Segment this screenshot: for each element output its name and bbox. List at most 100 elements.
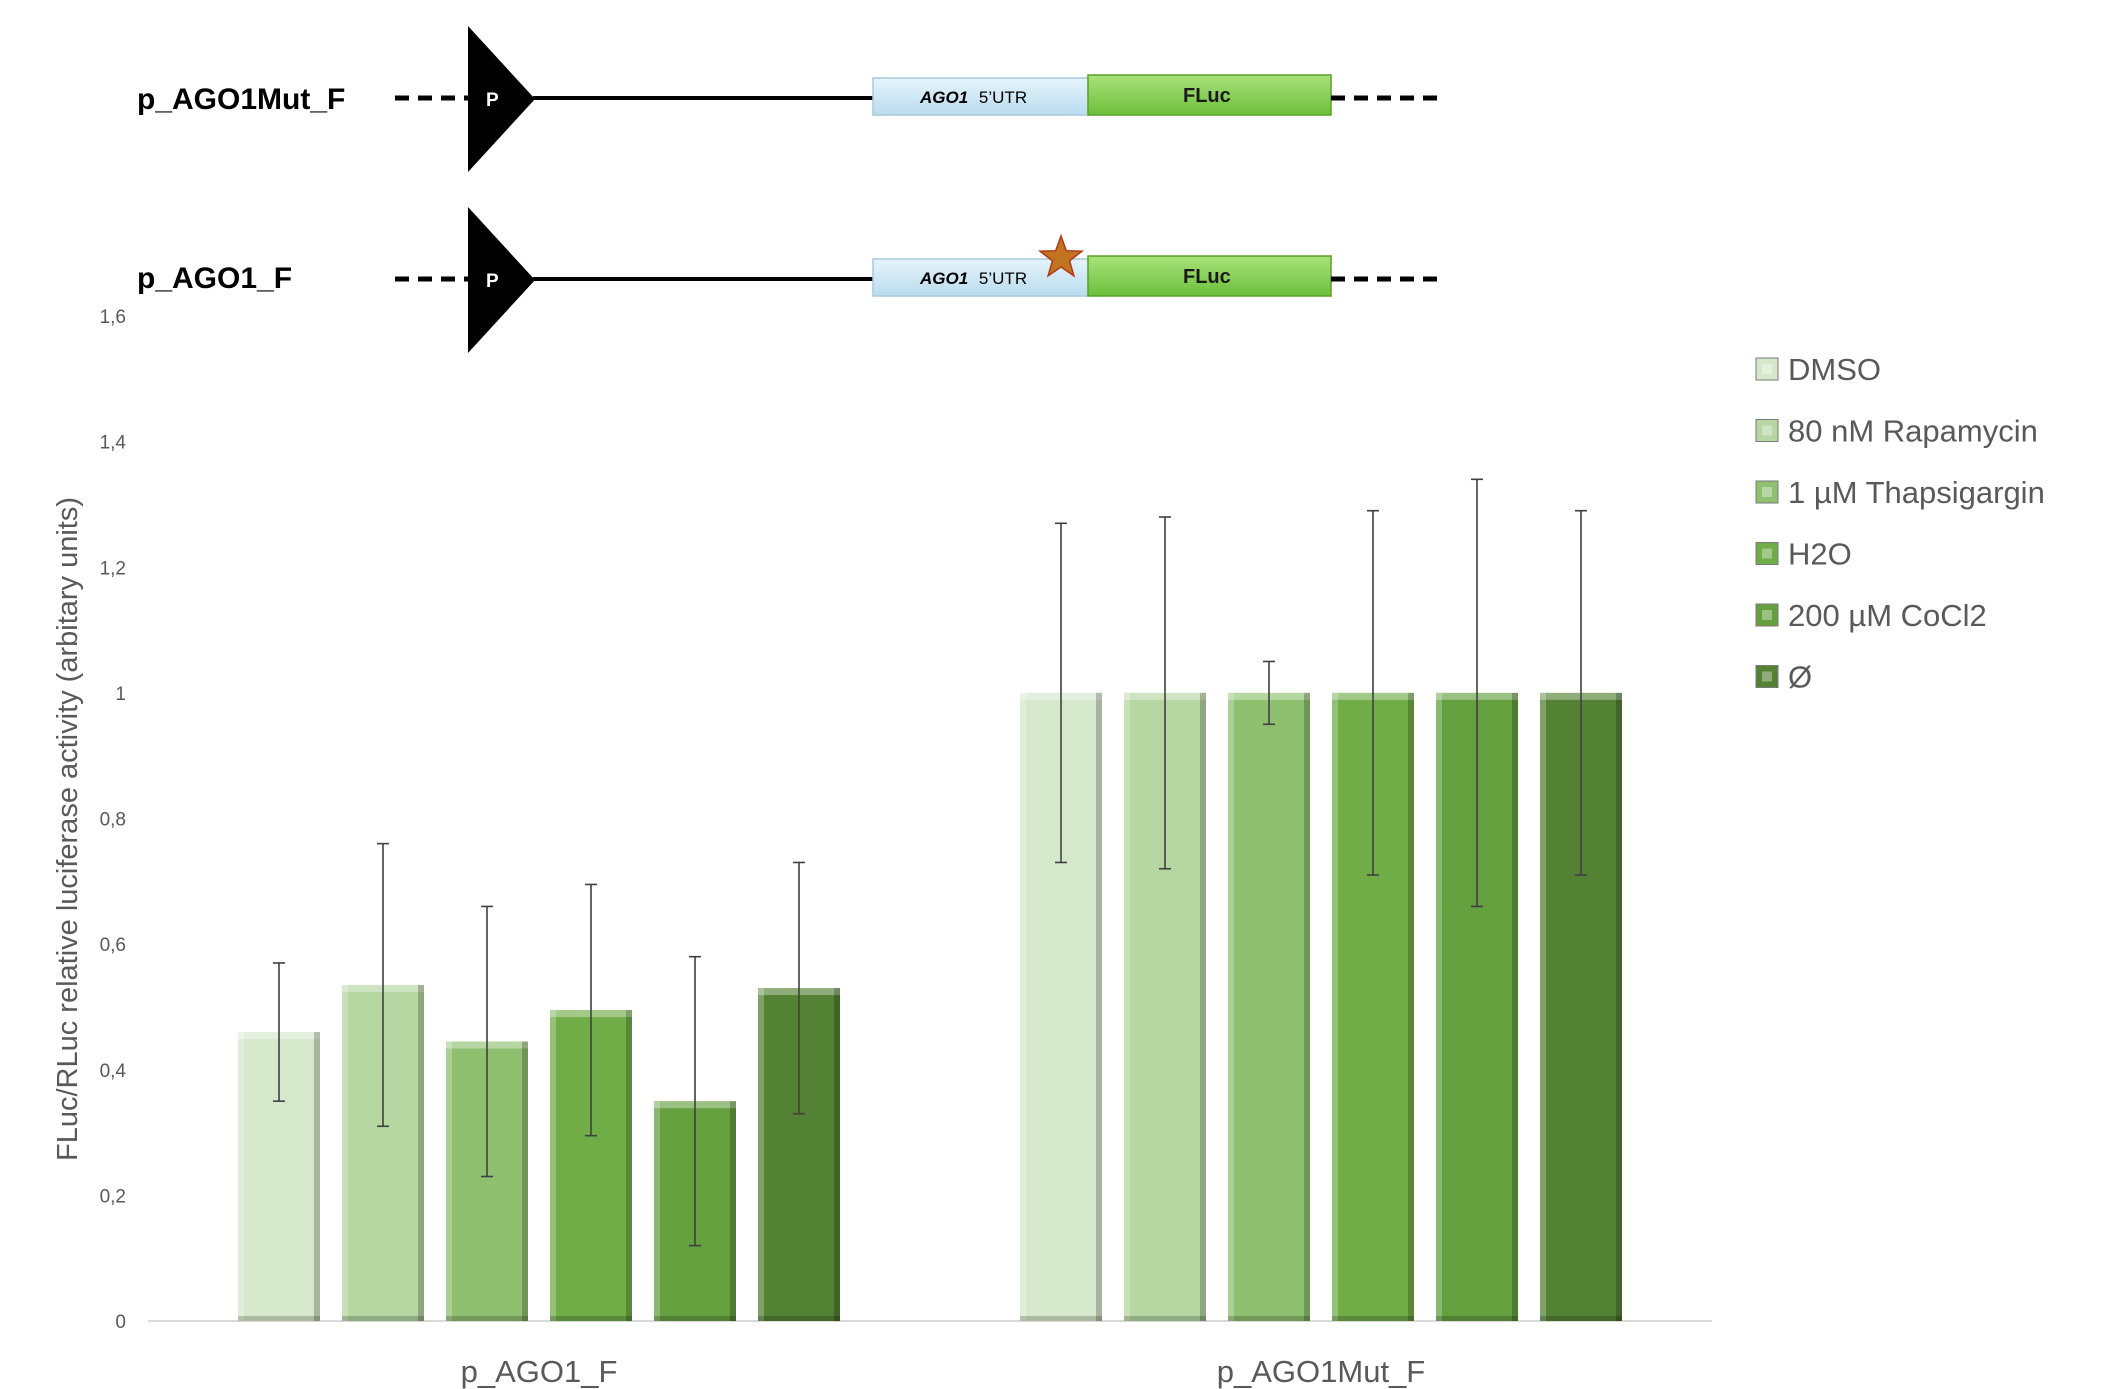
utr-suffix-label: 5’UTR bbox=[979, 88, 1027, 107]
legend-swatch-bevel bbox=[1762, 610, 1772, 620]
bar-bevel-right bbox=[626, 1010, 632, 1321]
error-bar bbox=[1159, 516, 1171, 870]
legend: DMSO 80 nM Rapamycin 1 µM Thapsigargin H2O… bbox=[1755, 352, 2045, 695]
bar-bevel-bottom bbox=[1228, 1316, 1310, 1321]
promoter-label: P bbox=[486, 271, 499, 292]
legend-label: H2O bbox=[1788, 537, 1852, 572]
y-tick-label: 0,2 bbox=[100, 1186, 126, 1207]
construct-name: p_AGO1Mut_F bbox=[137, 83, 345, 116]
legend-swatch-bevel bbox=[1762, 364, 1772, 374]
legend-label: 80 nM Rapamycin bbox=[1788, 414, 2038, 449]
bar-group bbox=[1228, 692, 1310, 1321]
error-bar bbox=[1471, 478, 1483, 908]
legend-swatch bbox=[1755, 603, 1779, 627]
y-tick-label: 0 bbox=[115, 1312, 126, 1333]
y-tick-label: 0,8 bbox=[100, 810, 126, 831]
error-bars bbox=[273, 478, 1587, 1247]
bar-bevel-bottom bbox=[342, 1316, 424, 1321]
error-bar bbox=[1367, 509, 1379, 876]
y-tick-label: 1,2 bbox=[100, 558, 126, 579]
legend-item: Ø bbox=[1755, 660, 1812, 695]
bar-bevel-left bbox=[1124, 692, 1130, 1321]
bar-bevel-right bbox=[314, 1032, 320, 1321]
x-category-label: p_AGO1Mut_F bbox=[1217, 1354, 1425, 1389]
legend-label: 200 µM CoCl2 bbox=[1788, 598, 1987, 633]
y-axis-ticks: 0 0,2 0,4 0,6 0,8 1 1,2 1,4 1,6 bbox=[100, 307, 127, 1333]
error-bar bbox=[1575, 509, 1587, 876]
legend-swatch-bevel bbox=[1762, 425, 1772, 436]
fluc-label: FLuc bbox=[1183, 85, 1231, 107]
y-axis-title: FLuc/RLuc relative luciferase activity (… bbox=[52, 497, 84, 1161]
fluc-box bbox=[1087, 255, 1332, 297]
svg-text:AGO1 5’UTR: AGO1 5’UTR bbox=[919, 88, 1027, 107]
bar-chart: FLuc/RLuc relative luciferase activity (… bbox=[52, 307, 2045, 1389]
mutation-star-icon bbox=[1037, 233, 1085, 278]
promoter-label: P bbox=[486, 90, 499, 111]
fluc-box bbox=[1087, 74, 1332, 116]
bar-bevel-right bbox=[1096, 692, 1102, 1321]
y-tick-label: 1,4 bbox=[100, 433, 127, 454]
construct-row-1: p_AGO1Mut_F P AGO1 5’UTR FLuc bbox=[137, 26, 1440, 172]
utr-gene-label: AGO1 bbox=[919, 269, 968, 288]
error-bar bbox=[273, 962, 285, 1102]
bar-bevel-left bbox=[1540, 692, 1546, 1321]
bar-bevel-bottom bbox=[1436, 1316, 1518, 1321]
bar-bevel-left bbox=[342, 984, 348, 1321]
promoter-icon bbox=[468, 26, 535, 172]
construct-row-2: p_AGO1_F P AGO1 5’UTR FLuc bbox=[137, 207, 1440, 353]
legend-swatch-bevel bbox=[1762, 487, 1772, 497]
bar-bevel-bottom bbox=[238, 1316, 320, 1321]
legend-swatch bbox=[1755, 480, 1779, 504]
construct-name: p_AGO1_F bbox=[137, 262, 292, 295]
bar-bevel-right bbox=[1512, 692, 1518, 1321]
error-bar bbox=[793, 861, 805, 1115]
bar-bevel-bottom bbox=[1332, 1316, 1414, 1321]
error-bar bbox=[689, 955, 701, 1247]
bar-bevel-bottom bbox=[1124, 1316, 1206, 1321]
bar-bevel-left bbox=[1436, 692, 1442, 1321]
bar-bevel-bottom bbox=[1540, 1316, 1622, 1321]
bar-bevel-left bbox=[446, 1041, 452, 1321]
fluc-label: FLuc bbox=[1183, 266, 1231, 288]
svg-text:AGO1 5’UTR: AGO1 5’UTR bbox=[919, 269, 1027, 288]
bar-bevel-bottom bbox=[654, 1316, 736, 1321]
bar-bevel-left bbox=[758, 988, 764, 1321]
x-category-label: p_AGO1_F bbox=[461, 1354, 618, 1389]
legend-item: 80 nM Rapamycin bbox=[1755, 414, 2038, 449]
bar-bevel-right bbox=[1616, 692, 1622, 1321]
bar-bevel-left bbox=[238, 1032, 244, 1321]
bar-bevel-bottom bbox=[550, 1316, 632, 1321]
bar-bevel-left bbox=[1228, 692, 1234, 1321]
bar-bevel-bottom bbox=[446, 1316, 528, 1321]
error-bar bbox=[1055, 522, 1067, 864]
legend-swatch bbox=[1755, 542, 1779, 565]
legend-item: 1 µM Thapsigargin bbox=[1755, 475, 2045, 510]
bar-bevel-left bbox=[654, 1101, 660, 1321]
legend-swatch bbox=[1755, 665, 1779, 688]
y-tick-label: 0,6 bbox=[100, 935, 126, 956]
legend-swatch-bevel bbox=[1762, 548, 1772, 559]
legend-label: 1 µM Thapsigargin bbox=[1788, 475, 2045, 510]
bar-bevel-left bbox=[1332, 692, 1338, 1321]
error-bar bbox=[377, 842, 389, 1128]
bar-bevel-right bbox=[1200, 692, 1206, 1321]
legend-label: Ø bbox=[1788, 660, 1812, 695]
legend-item: H2O bbox=[1755, 537, 1852, 572]
bar-bevel-right bbox=[1408, 692, 1414, 1321]
bar-group bbox=[758, 988, 840, 1321]
bar bbox=[1228, 692, 1310, 1321]
bar-bevel-right bbox=[418, 984, 424, 1321]
bar-bevel-right bbox=[1304, 692, 1310, 1321]
bar-bevel-left bbox=[1020, 692, 1026, 1321]
y-tick-label: 0,4 bbox=[100, 1061, 127, 1082]
y-tick-label: 1,6 bbox=[100, 307, 126, 328]
bar-bevel-bottom bbox=[758, 1316, 840, 1321]
bar-bevel-right bbox=[522, 1041, 528, 1321]
error-bar bbox=[585, 883, 597, 1137]
bar-bevel-right bbox=[834, 988, 840, 1321]
bar-bevel-right bbox=[730, 1101, 736, 1321]
bar-bevel-left bbox=[550, 1010, 556, 1321]
utr-suffix-label: 5’UTR bbox=[979, 269, 1027, 288]
legend-label: DMSO bbox=[1788, 352, 1881, 387]
y-tick-label: 1 bbox=[115, 684, 126, 705]
